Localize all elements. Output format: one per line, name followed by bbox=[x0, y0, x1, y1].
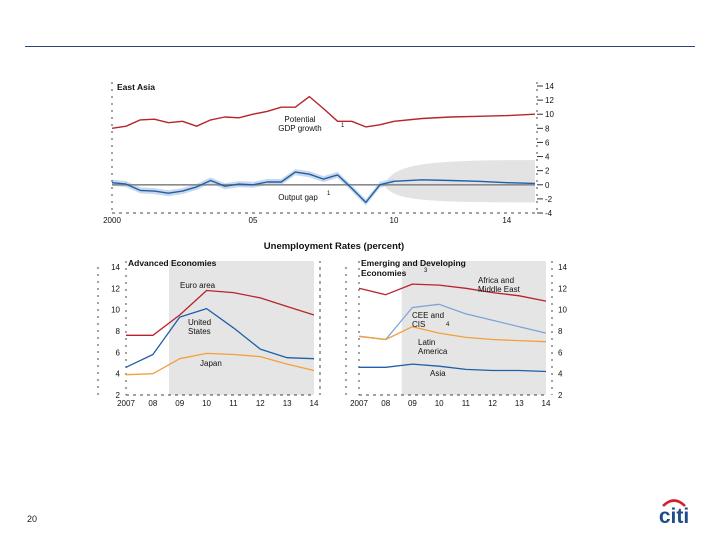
series-label: Japan bbox=[200, 359, 222, 368]
panel-title: Economies bbox=[361, 268, 407, 278]
x-tick-label: 12 bbox=[488, 399, 497, 408]
y-tick-label: 2 bbox=[545, 167, 550, 176]
y-tick-label: 10 bbox=[558, 306, 567, 315]
x-tick-label: 09 bbox=[175, 399, 184, 408]
y-tick-label: -2 bbox=[545, 195, 553, 204]
series-label: Output gap bbox=[278, 193, 318, 202]
y-tick-label: 14 bbox=[558, 263, 567, 272]
series-label: America bbox=[418, 347, 448, 356]
y-tick-label: 4 bbox=[558, 370, 563, 379]
y-tick-label: 10 bbox=[545, 110, 554, 119]
y-tick-label: 14 bbox=[545, 82, 554, 91]
series-euro-area bbox=[126, 289, 315, 336]
series-label: Middle East bbox=[478, 285, 521, 294]
y-tick-label: 8 bbox=[558, 327, 563, 336]
x-tick-label: 11 bbox=[462, 399, 471, 408]
x-tick-label: 08 bbox=[381, 399, 390, 408]
series-cee-and-cis bbox=[358, 303, 547, 341]
series-label: CIS bbox=[412, 320, 425, 329]
projection-shade bbox=[168, 261, 314, 395]
y-tick-label: 14 bbox=[111, 263, 120, 272]
x-tick-label: 14 bbox=[542, 399, 551, 408]
x-tick-label: 10 bbox=[435, 399, 444, 408]
y-tick-label: 8 bbox=[116, 327, 121, 336]
series-label: Latin bbox=[418, 338, 435, 347]
y-tick-label: 6 bbox=[545, 138, 550, 147]
series-united-states bbox=[125, 307, 315, 368]
y-tick-label: 8 bbox=[545, 124, 550, 133]
series-label: CEE and bbox=[412, 311, 444, 320]
x-tick-label: 10 bbox=[390, 216, 399, 225]
y-tick-label: 6 bbox=[558, 348, 563, 357]
series-label-superscript: 4 bbox=[446, 322, 450, 328]
series-label: Euro area bbox=[180, 281, 216, 290]
series-potential-gdp-growth bbox=[111, 95, 536, 129]
super-title: Unemployment Rates (percent) bbox=[264, 241, 404, 252]
x-tick-label: 05 bbox=[249, 216, 258, 225]
x-tick-label: 10 bbox=[202, 399, 211, 408]
x-tick-label: 2007 bbox=[117, 399, 135, 408]
x-tick-label: 09 bbox=[408, 399, 417, 408]
panel-title-superscript: 3 bbox=[424, 268, 428, 274]
y-tick-label: 0 bbox=[545, 181, 550, 190]
y-tick-label: 4 bbox=[545, 153, 550, 162]
logo-arc bbox=[662, 499, 686, 507]
y-tick-label: 12 bbox=[111, 284, 120, 293]
series-asia bbox=[359, 363, 547, 373]
series-label: States bbox=[188, 327, 211, 336]
logo-wordmark: citi bbox=[659, 505, 689, 526]
y-tick-label: 4 bbox=[116, 370, 121, 379]
y-tick-label: 2 bbox=[558, 391, 563, 400]
y-tick-label: 2 bbox=[116, 391, 121, 400]
panel-title: East Asia bbox=[117, 82, 155, 92]
output-gap-band bbox=[112, 169, 394, 206]
series-label: Asia bbox=[430, 369, 446, 378]
x-tick-label: 14 bbox=[502, 216, 511, 225]
series-label-superscript: 1 bbox=[341, 123, 345, 129]
y-tick-label: 10 bbox=[111, 306, 120, 315]
x-tick-label: 14 bbox=[310, 399, 319, 408]
series-output-gap bbox=[111, 171, 536, 204]
y-tick-label: 12 bbox=[545, 96, 554, 105]
series-label: GDP growth bbox=[278, 124, 321, 133]
x-tick-label: 08 bbox=[148, 399, 157, 408]
y-tick-label: -4 bbox=[545, 209, 553, 218]
series-label: Africa and bbox=[478, 276, 514, 285]
header-rule bbox=[25, 46, 695, 47]
panel-title: Emerging and Developing bbox=[361, 258, 466, 268]
series-latin-america bbox=[358, 326, 547, 343]
x-tick-label: 13 bbox=[283, 399, 292, 408]
citi-logo: citi bbox=[659, 499, 689, 526]
y-tick-label: 6 bbox=[116, 348, 121, 357]
x-tick-label: 2000 bbox=[103, 216, 121, 225]
series-africa-and-middle-east bbox=[358, 283, 547, 302]
x-tick-label: 2007 bbox=[350, 399, 368, 408]
x-tick-label: 11 bbox=[229, 399, 238, 408]
series-label-superscript: 1 bbox=[327, 191, 331, 197]
panel-title: Advanced Economies bbox=[128, 258, 217, 268]
series-label: United bbox=[188, 318, 211, 327]
y-tick-label: 12 bbox=[558, 284, 567, 293]
series-label: Potential bbox=[284, 115, 315, 124]
x-tick-label: 13 bbox=[515, 399, 524, 408]
series-japan bbox=[125, 352, 315, 376]
page-number: 20 bbox=[27, 514, 38, 524]
x-tick-label: 12 bbox=[256, 399, 265, 408]
